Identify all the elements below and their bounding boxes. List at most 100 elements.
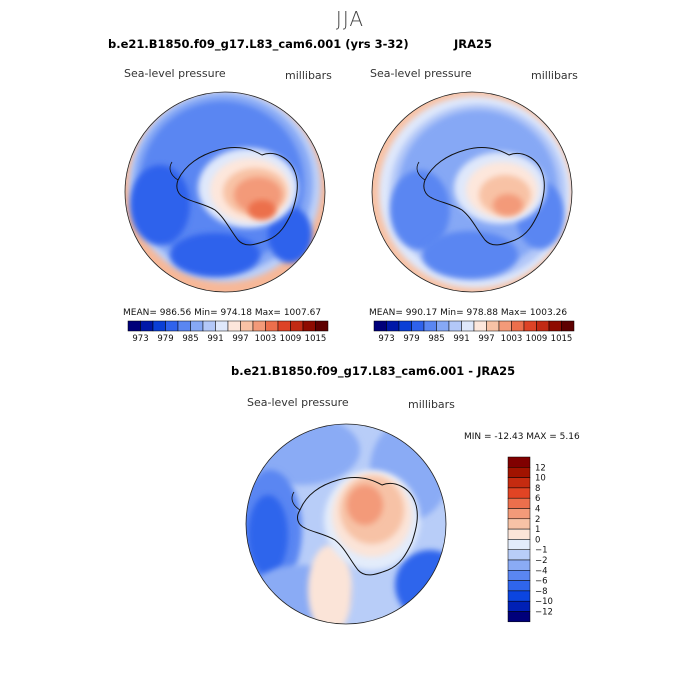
panel1-stats: MEAN= 986.56 Min= 974.18 Max= 1007.67 [123, 308, 322, 318]
panel3-colorbar-swatch [507, 487, 531, 499]
panel3-colorbar-tick-label: −8 [535, 587, 548, 597]
panel3-colorbar-swatch [507, 477, 531, 489]
panel3-colorbar-swatch [507, 559, 531, 571]
panel2-map [372, 92, 572, 292]
panel1-colorbar-swatch [302, 320, 316, 332]
panel1-colorbar-swatch [277, 320, 291, 332]
panel3-colorbar-tick-label: 10 [535, 474, 546, 484]
panel1-colorbar-tick-label: 979 [157, 334, 173, 344]
panel3-colorbar-tick-label: 2 [535, 515, 540, 525]
panel2-stats: MEAN= 990.17 Min= 978.88 Max= 1003.26 [369, 308, 568, 318]
panel3-colorbar-tick-label: −2 [535, 556, 548, 566]
panel1-units-label: millibars [285, 69, 332, 82]
panel1-colorbar-swatch [265, 320, 279, 332]
panel1-colorbar-tick-label: 991 [207, 334, 223, 344]
panel1-colorbar-swatch [190, 320, 204, 332]
panel2-colorbar-swatch [436, 320, 450, 332]
panel2-colorbar-swatch [461, 320, 475, 332]
panel2-colorbar-tick-label: 1009 [526, 334, 548, 344]
panel2-colorbar-swatch [561, 320, 575, 332]
panel1-colorbar-tick-label: 985 [182, 334, 198, 344]
panel1-colorbar-tick-label: 1003 [255, 334, 277, 344]
panel1-colorbar-swatch [215, 320, 229, 332]
panel2-colorbar-swatch [486, 320, 500, 332]
panel2-variable-label: Sea-level pressure [370, 67, 472, 80]
panel1-title: b.e21.B1850.f09_g17.L83_cam6.001 (yrs 3-… [108, 37, 409, 51]
panel2-colorbar-swatch [411, 320, 425, 332]
panel1-colorbar-swatch [140, 320, 154, 332]
panel1-map [125, 92, 325, 292]
panel3-variable-label: Sea-level pressure [247, 396, 349, 409]
panel1-colorbar-swatch [165, 320, 179, 332]
panel3-colorbar-swatch [507, 528, 531, 540]
panel3-colorbar-swatch [507, 611, 531, 623]
panel3-map [246, 424, 446, 624]
panel3-colorbar-tick-label: 4 [535, 505, 540, 515]
panel3-colorbar-swatch [507, 508, 531, 520]
panel3-colorbar-swatch [507, 539, 531, 550]
panel1-colorbar-tick-label: 997 [232, 334, 248, 344]
panel3-colorbar-swatch [507, 590, 531, 602]
panel2-colorbar-swatch [373, 320, 387, 332]
panel2-colorbar-swatch [536, 320, 550, 332]
panel3-colorbar-tick-label: 6 [535, 494, 540, 504]
panel1-colorbar-tick-label: 1009 [280, 334, 302, 344]
panel2-colorbar-tick-label: 973 [378, 334, 394, 344]
panel1-colorbar-swatch [252, 320, 266, 332]
panel2-colorbar-swatch [386, 320, 400, 332]
panel2-colorbar-swatch [398, 320, 412, 332]
panel3-stats: MIN = -12.43 MAX = 5.16 [464, 432, 580, 442]
panel2-colorbar-swatch [473, 320, 487, 332]
panel2-colorbar-tick-label: 979 [403, 334, 419, 344]
panel3-colorbar-tick-label: −4 [535, 566, 548, 576]
panel3-colorbar-tick-label: −1 [535, 546, 548, 556]
panel2-title: JRA25 [454, 37, 493, 51]
figure-suptitle: JJA [335, 7, 365, 31]
panel3-colorbar-swatch [507, 570, 531, 581]
panel3-colorbar-tick-label: −10 [535, 597, 553, 607]
panel2-colorbar-swatch [448, 320, 462, 332]
panel3-map-border [245, 423, 447, 625]
panel2-colorbar-swatch [498, 320, 512, 332]
panel2-colorbar-tick-label: 985 [428, 334, 444, 344]
panel2-colorbar-tick-label: 991 [453, 334, 469, 344]
panel3-colorbar-tick-label: 1 [535, 525, 540, 535]
panel2-map-border [371, 91, 573, 293]
panel1-colorbar-tick-label: 973 [132, 334, 148, 344]
panel3-colorbar-tick-label: 0 [535, 535, 540, 545]
panel1-colorbar-swatch [202, 320, 216, 332]
panel2-colorbar-swatch [423, 320, 437, 332]
panel2-units-label: millibars [531, 69, 578, 82]
panel3-colorbar-tick-label: 12 [535, 463, 546, 473]
panel1-colorbar-swatch [127, 320, 141, 332]
panel3-colorbar-swatch [507, 497, 531, 509]
colorbars: 973 979 985 991 997 1003 1009 1015 973 979 985 991 9… [127, 320, 575, 623]
panel2-colorbar-swatch [523, 320, 537, 332]
panel3-title: b.e21.B1850.f09_g17.L83_cam6.001 - JRA25 [231, 364, 516, 378]
panel2-colorbar-tick-label: 997 [478, 334, 494, 344]
panel3-colorbar-tick-label: 8 [535, 484, 540, 494]
panel3-colorbar-swatch [507, 580, 531, 592]
panel1-variable-label: Sea-level pressure [124, 67, 226, 80]
panel2-colorbar-tick-label: 1003 [501, 334, 523, 344]
panel3-colorbar-tick-label: −12 [535, 608, 553, 618]
panel1-colorbar-swatch [290, 320, 304, 332]
panel2-colorbar-swatch [511, 320, 525, 332]
panel1-colorbar-swatch [152, 320, 166, 332]
panel2-colorbar-tick-label: 1015 [551, 334, 573, 344]
panel1-map-border [124, 91, 326, 293]
panel3-colorbar-tick-label: −6 [535, 577, 548, 587]
panel2-colorbar-swatch [548, 320, 562, 332]
panel1-colorbar-tick-label: 1015 [305, 334, 327, 344]
panel3-colorbar-swatch [507, 600, 531, 612]
panel3-units-label: millibars [408, 398, 455, 411]
panel1-colorbar-swatch [315, 320, 329, 332]
panel3-colorbar-swatch [507, 518, 531, 530]
panel1-colorbar-swatch [240, 320, 254, 332]
panel3-colorbar-swatch [507, 467, 531, 478]
panel3-colorbar-swatch [507, 549, 531, 561]
panel1-colorbar-swatch [227, 320, 241, 332]
panel3-colorbar-swatch [507, 456, 531, 468]
panel1-colorbar-swatch [177, 320, 191, 332]
